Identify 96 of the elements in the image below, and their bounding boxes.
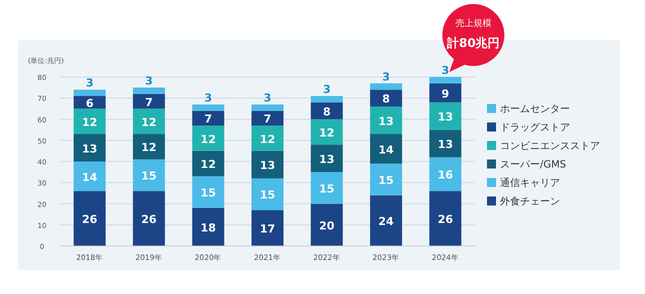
legend-item: ホームセンター [487, 104, 570, 115]
text: 計80兆円 [446, 36, 500, 50]
data-label: 15 [260, 188, 276, 202]
data-label: 20 [319, 219, 335, 232]
data-label: 3 [382, 70, 390, 84]
bar [132, 108, 165, 134]
data-label: 6 [86, 96, 94, 110]
data-label: 8 [382, 92, 390, 106]
bar [429, 83, 462, 102]
legend-item: スーパー/GMS [487, 160, 566, 170]
legend-label: 通信キャリア [500, 177, 560, 189]
data-label: 12 [319, 126, 334, 140]
data-label: 26 [141, 213, 157, 226]
bar [192, 176, 224, 208]
data-label: 7 [264, 112, 272, 126]
bar [252, 178, 284, 210]
data-label: 15 [141, 170, 157, 183]
bar [74, 108, 106, 134]
data-label: 12 [260, 132, 276, 146]
bar [132, 88, 165, 94]
data-label: 12 [141, 141, 157, 154]
data-label: 13 [319, 152, 334, 166]
bar [370, 195, 402, 246]
data-label: 3 [322, 83, 331, 96]
data-label: 3 [145, 74, 153, 88]
data-label: 26 [438, 213, 454, 226]
bar [192, 104, 224, 111]
bar [252, 126, 284, 151]
bar [74, 162, 106, 192]
bar [429, 157, 462, 192]
bar [429, 77, 462, 84]
bar [370, 106, 402, 134]
legend-label: ドラッグストア [500, 122, 570, 134]
bar [252, 110, 284, 126]
data-label: 3 [204, 91, 212, 104]
data-label: 26 [82, 213, 98, 226]
data-label: 24 [378, 215, 394, 228]
bar [192, 126, 224, 151]
bar [310, 144, 343, 172]
bar [429, 191, 462, 246]
bar [252, 210, 284, 246]
data-label: 3 [264, 91, 272, 104]
bar [252, 104, 284, 111]
bar [132, 134, 165, 160]
legend-item: 外食チェーン [487, 196, 560, 208]
data-label: 13 [438, 138, 454, 152]
data-label: 13 [260, 159, 276, 172]
bar [192, 150, 224, 176]
bar [310, 102, 343, 120]
data-label: 3 [86, 76, 94, 90]
bar [370, 83, 402, 90]
bar [252, 150, 284, 178]
legend-label: 外食チェーン [500, 196, 560, 208]
legend-label: ホームセンター [500, 104, 570, 115]
data-label: 3 [442, 64, 450, 77]
bar [310, 119, 343, 145]
data-label: 14 [378, 143, 394, 156]
data-label: 15 [378, 174, 394, 187]
data-label: 7 [145, 96, 153, 109]
bar [310, 204, 343, 246]
data-label: 13 [82, 142, 98, 156]
bar [310, 96, 343, 102]
data-label: 12 [200, 158, 216, 172]
data-label: 17 [260, 222, 276, 236]
data-label: 12 [82, 116, 98, 129]
data-label: 18 [200, 221, 216, 234]
legend-item: ドラッグストア [487, 122, 570, 134]
data-label: 9 [442, 87, 450, 100]
data-label: 12 [141, 116, 157, 129]
bar [370, 164, 402, 196]
data-label: 13 [378, 114, 394, 128]
bar [192, 110, 224, 126]
bar [132, 94, 165, 109]
legend-item: 通信キャリア [487, 178, 560, 189]
data-label: 8 [322, 105, 331, 118]
data-label: 15 [319, 182, 334, 196]
data-label: 14 [82, 170, 98, 184]
bar [132, 191, 165, 246]
data-label: 15 [200, 186, 216, 200]
bar [429, 102, 462, 130]
text: 売上規模 [455, 18, 492, 29]
data-label: 13 [438, 110, 454, 124]
legend-item: コンビニエンスストア [487, 141, 600, 152]
data-label: 12 [200, 132, 216, 146]
legend-label: スーパー/GMS [500, 160, 566, 170]
bar [74, 90, 106, 96]
bar [74, 134, 106, 162]
bar [429, 130, 462, 158]
bar [132, 159, 165, 192]
data-label: 7 [204, 112, 212, 126]
bar [370, 134, 402, 164]
bar [370, 90, 402, 107]
data-label: 16 [438, 168, 454, 182]
bar [310, 172, 343, 204]
bar [74, 191, 106, 246]
bar [192, 208, 224, 246]
